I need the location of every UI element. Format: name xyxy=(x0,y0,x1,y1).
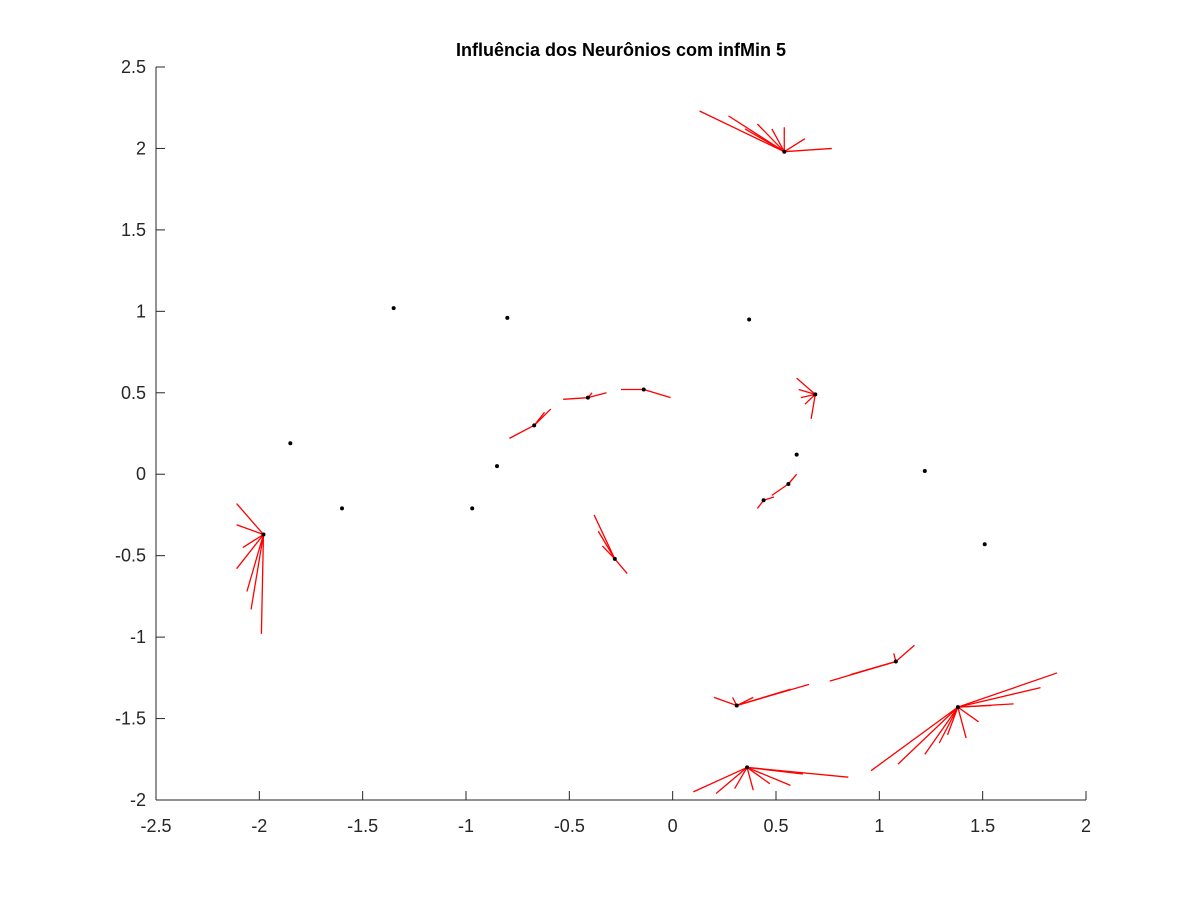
influence-line xyxy=(713,696,737,707)
influence-line xyxy=(957,706,979,723)
influence-line xyxy=(236,503,264,535)
influence-line xyxy=(897,706,959,765)
influence-line xyxy=(804,393,816,405)
y-tick-label: 2.5 xyxy=(121,57,146,77)
influence-line xyxy=(643,388,671,399)
neuron-point xyxy=(391,306,396,311)
y-tick-label: -2 xyxy=(130,790,146,810)
influence-line xyxy=(693,766,748,793)
y-tick-label: 1.5 xyxy=(121,220,146,240)
x-tick-label: -0.5 xyxy=(554,816,585,836)
influence-line xyxy=(957,672,1058,708)
influence-line xyxy=(957,686,1041,708)
influence-line xyxy=(597,530,616,560)
influence-line xyxy=(509,424,535,439)
x-tick-label: 1.5 xyxy=(970,816,995,836)
y-tick-label: 2 xyxy=(136,138,146,158)
influence-line xyxy=(593,514,616,560)
y-tick-label: 0 xyxy=(136,464,146,484)
neuron-point xyxy=(612,556,617,561)
neuron-point xyxy=(786,481,791,486)
neuron-point xyxy=(813,392,818,397)
influence-line xyxy=(747,766,849,778)
influence-line xyxy=(736,683,810,707)
influence-line xyxy=(870,706,959,772)
y-tick-label: 0.5 xyxy=(121,383,146,403)
influence-line xyxy=(957,706,967,739)
neuron-point xyxy=(782,149,787,154)
neuron-point xyxy=(745,765,750,770)
neuron-point xyxy=(893,659,898,664)
influence-line xyxy=(246,534,265,592)
neuron-point xyxy=(505,315,510,320)
y-tick-label: 1 xyxy=(136,301,146,321)
influence-line xyxy=(800,393,816,399)
neuron-point xyxy=(532,423,537,428)
influence-line xyxy=(957,703,1014,708)
neuron-point xyxy=(495,464,499,469)
neuron-point xyxy=(794,452,799,457)
influence-line xyxy=(756,123,785,153)
influence-line xyxy=(587,392,607,399)
neuron-point xyxy=(747,317,752,322)
x-tick-label: 2 xyxy=(1081,816,1091,836)
x-tick-label: -1 xyxy=(458,816,474,836)
influence-line xyxy=(784,147,832,153)
axes: -2.5 -2 -1.5 -1 -0.5 0 0.5 1 1.5 2 2.5 2 1.5 1 0.5 0 -0.… xyxy=(115,57,1091,836)
influence-line xyxy=(771,483,789,496)
x-tick-label: 0.5 xyxy=(763,816,788,836)
neuron-point xyxy=(470,506,475,511)
influence-line xyxy=(895,644,915,663)
neuron-point xyxy=(922,468,927,473)
influence-line xyxy=(946,706,959,736)
neuron-points xyxy=(261,149,987,770)
influence-line xyxy=(601,545,616,560)
y-tick-label: -0.5 xyxy=(115,546,146,566)
neuron-point xyxy=(340,506,344,511)
x-tick-label: -1.5 xyxy=(347,816,378,836)
neuron-point xyxy=(585,395,590,400)
x-tick-label: 0 xyxy=(668,816,678,836)
neuron-point xyxy=(641,387,646,392)
influence-line xyxy=(746,766,791,786)
neuron-point xyxy=(761,498,766,503)
influence-line xyxy=(734,767,748,789)
influence-line xyxy=(746,767,754,791)
neuron-point xyxy=(261,532,266,537)
influence-line xyxy=(236,524,264,536)
x-tick-label: -2.5 xyxy=(140,816,171,836)
influence-line xyxy=(744,128,785,153)
chart-title: Influência dos Neurônios com infMin 5 xyxy=(455,40,787,60)
neuron-point xyxy=(734,703,739,708)
x-tick-label: 1 xyxy=(874,816,884,836)
influence-line xyxy=(938,706,959,744)
influence-line xyxy=(563,397,588,400)
influence-line xyxy=(250,534,265,610)
influence-line xyxy=(614,558,628,575)
influence-line xyxy=(783,138,806,153)
influence-line xyxy=(924,706,959,755)
neuron-point xyxy=(982,542,987,547)
influence-line xyxy=(260,534,265,634)
influence-line xyxy=(810,394,816,419)
influence-line xyxy=(715,766,748,794)
influence-line xyxy=(699,110,785,153)
influence-line xyxy=(533,411,546,426)
influence-line xyxy=(236,534,264,570)
neuron-point xyxy=(955,705,960,710)
influence-line xyxy=(850,660,897,676)
influence-line xyxy=(242,533,264,549)
influence-line xyxy=(746,766,771,785)
influence-line xyxy=(798,388,816,396)
y-tick-label: -1.5 xyxy=(115,709,146,729)
influence-line xyxy=(796,377,816,395)
influence-line xyxy=(771,128,785,153)
y-tick-label: -1 xyxy=(130,627,146,647)
influence-lines xyxy=(236,110,1058,794)
x-tick-label: -2 xyxy=(251,816,267,836)
neuron-point xyxy=(288,441,293,446)
